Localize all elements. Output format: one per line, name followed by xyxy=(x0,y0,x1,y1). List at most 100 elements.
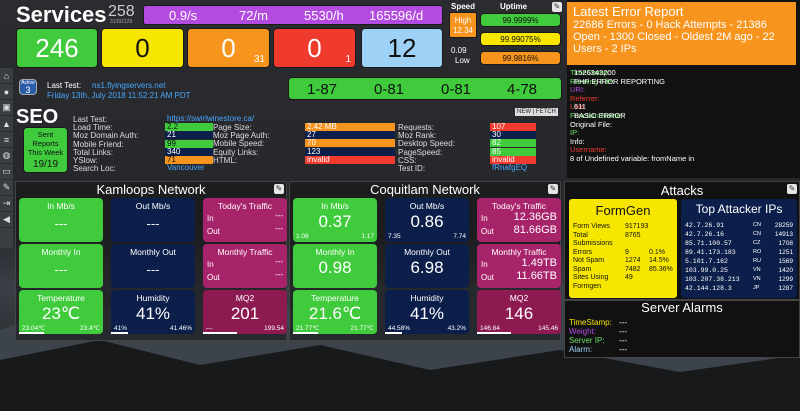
in-mbs-tile[interactable]: In Mb/s --- xyxy=(19,198,103,242)
status-critical[interactable]: 0 1 xyxy=(273,28,356,68)
logout-icon[interactable]: ⇥ xyxy=(0,196,13,212)
seo-label: Mobile Friend: xyxy=(73,139,124,149)
status-ok[interactable]: 246 xyxy=(16,28,98,68)
out-mbs-tile-value: --- xyxy=(146,216,160,231)
rate-per-day: 165596/d xyxy=(369,8,424,23)
seo-label: Moz Domain Auth: xyxy=(73,131,139,141)
attacker-country: VN xyxy=(753,267,761,273)
rates-bar: 0.9/s 72/m 5530/h 165596/d xyxy=(143,5,443,25)
mq2-tile-min: --- xyxy=(206,325,213,332)
todays-traffic-tile-label: Today's Traffic xyxy=(492,201,546,211)
edit-pencil-icon[interactable]: ✎ xyxy=(552,2,562,12)
monthly-out-tile-label: Monthly Out xyxy=(404,247,450,257)
top-attacker-title: Top Attacker IPs xyxy=(695,202,783,216)
attacker-count: 1251 xyxy=(778,249,793,256)
upload-icon[interactable]: ▲ xyxy=(0,116,13,132)
seo-value: 2.2 xyxy=(165,123,213,132)
uptime-day-value: 99.9999% xyxy=(502,16,539,25)
monthly-in-tile[interactable]: Monthly In 0.98 xyxy=(293,244,377,288)
humidity-tile-min: 41% xyxy=(114,325,128,332)
mq2-tile-min: 146.84 xyxy=(480,325,500,332)
edit-icon[interactable]: ✎ xyxy=(0,180,13,196)
attacker-ip: 42.144.128.3 xyxy=(685,285,732,292)
monthly-out-tile[interactable]: Monthly Out 6.98 xyxy=(385,244,469,288)
attacker-country: CN xyxy=(753,231,761,237)
monthly-in-tile-value: 0.98 xyxy=(318,258,352,277)
last-test-host[interactable]: ns1.flyingservers.net xyxy=(92,81,166,90)
top-attacker-box: Top Attacker IPs 42.7.26.91 CN 28259 42.7.2… xyxy=(681,199,797,298)
mq2-tile-value: 146 xyxy=(504,304,534,323)
attacks-edit-icon[interactable]: ✎ xyxy=(787,184,797,194)
mq2-tile[interactable]: MQ2 201 --- 199.54 xyxy=(203,290,287,334)
sent-reports-label: Sent Reports This Week xyxy=(27,130,64,157)
humidity-tile[interactable]: Humidity 41% 44.58% 43.2% xyxy=(385,290,469,334)
todays-traffic-tile-out-value: --- xyxy=(275,224,283,233)
contact-icon[interactable]: ▣ xyxy=(0,100,13,116)
user-icon[interactable]: ● xyxy=(0,84,13,100)
in-mbs-tile-label: In Mb/s xyxy=(321,201,349,211)
attacker-country: RU xyxy=(753,258,761,264)
temperature-tile-level-bar xyxy=(293,332,319,334)
temperature-tile[interactable]: Temperature 21.6℃ 21.77℃ 21.77℃ xyxy=(293,290,377,334)
error-field-label: URI: xyxy=(570,85,585,95)
seo-label: Load Time: xyxy=(73,123,113,133)
globe-icon[interactable]: ◍ xyxy=(0,148,13,164)
attacks-panel: Attacks ✎ FormGen Form Views 917193 Total 8… xyxy=(564,181,800,300)
seo-value: 71 xyxy=(165,156,213,164)
kamloops-title: Kamloops Network xyxy=(96,182,206,197)
error-report-summary: 22686 Errors - 0 Hack Attempts - 21386 O… xyxy=(573,19,775,55)
list-icon[interactable]: ≡ xyxy=(0,132,13,148)
alarm-value: --- xyxy=(619,336,627,345)
sidebar: ⌂ ● ▣ ▲ ≡ ◍ ▭ ✎ ⇥ ◀ xyxy=(0,68,13,248)
monthly-traffic-tile[interactable]: Monthly Traffic In --- Out --- xyxy=(203,244,287,288)
seo-title: SEO xyxy=(16,106,59,128)
coquitlam-edit-icon[interactable]: ✎ xyxy=(548,184,558,194)
monthly-in-tile[interactable]: Monthly In --- xyxy=(19,244,103,288)
formgen-row-label: Spam xyxy=(573,265,592,273)
status-unknown-value: 0 xyxy=(221,33,236,63)
in-mbs-tile-max: 1.17 xyxy=(361,233,374,240)
attacker-country: VN xyxy=(753,276,761,282)
todays-traffic-tile[interactable]: Today's Traffic In 12.36GB Out 81.66GB xyxy=(477,198,561,242)
new-fetch-button[interactable]: NEW | FETCH xyxy=(515,108,558,116)
attacker-country: JP xyxy=(753,285,760,291)
todays-traffic-tile[interactable]: Today's Traffic In --- Out --- xyxy=(203,198,287,242)
formgen-row-label: Errors xyxy=(573,248,593,256)
mq2-tile-label: MQ2 xyxy=(509,293,529,303)
status-critical-small: 1 xyxy=(345,54,351,65)
monthly-traffic-tile[interactable]: Monthly Traffic In 1.49TB Out 11.66TB xyxy=(477,244,561,288)
seo-value: 107 xyxy=(490,123,536,131)
monthly-traffic-tile-in-value: --- xyxy=(275,257,283,266)
humidity-tile[interactable]: Humidity 41% 41% 41.46% xyxy=(111,290,195,334)
seo-label: HTML: xyxy=(213,155,237,165)
humidity-tile-min: 44.58% xyxy=(388,325,411,332)
out-mbs-tile[interactable]: Out Mb/s 0.86 7.35 7.74 xyxy=(385,198,469,242)
seo-value[interactable]: https://swirlwinestore.ca/ xyxy=(167,114,255,123)
monthly-out-tile[interactable]: Monthly Out --- xyxy=(111,244,195,288)
speed-low-label: Low xyxy=(455,56,470,65)
status-unknown-small: 31 xyxy=(253,54,265,65)
alarm-label: Server IP: xyxy=(569,336,605,345)
seo-value: invalid xyxy=(305,155,395,164)
temperature-tile[interactable]: Temperature 23℃ 23.04℃ 23.4℃ xyxy=(19,290,103,334)
latency-2: 0-81 xyxy=(374,81,405,98)
home-icon[interactable]: ⌂ xyxy=(0,68,13,84)
seo-label: PageSpeed: xyxy=(398,147,443,157)
formgen-row-pct: 14.5% xyxy=(649,257,669,264)
desktop-icon[interactable]: ▭ xyxy=(0,164,13,180)
in-mbs-tile[interactable]: In Mb/s 0.37 1.08 1.17 xyxy=(293,198,377,242)
attacker-count: 1420 xyxy=(778,267,793,274)
sound-icon[interactable]: ◀ xyxy=(0,212,13,228)
out-mbs-tile[interactable]: Out Mb/s --- xyxy=(111,198,195,242)
status-unknown[interactable]: 0 31 xyxy=(187,28,270,68)
sent-reports-count: 19/19 xyxy=(32,159,59,170)
alarm-label: Alarm: xyxy=(569,345,593,354)
seo-value: fRnafgEQ xyxy=(492,163,528,172)
status-warning[interactable]: 0 xyxy=(101,28,184,68)
uptime-week: 99.99075% xyxy=(480,32,561,46)
mq2-tile[interactable]: MQ2 146 146.84 145.46 xyxy=(477,290,561,334)
formgen-row-label: Submissions xyxy=(573,240,613,247)
attacker-ip: 42.7.26.16 xyxy=(685,231,725,238)
status-pending[interactable]: 12 xyxy=(361,28,443,68)
kamloops-edit-icon[interactable]: ✎ xyxy=(274,184,284,194)
